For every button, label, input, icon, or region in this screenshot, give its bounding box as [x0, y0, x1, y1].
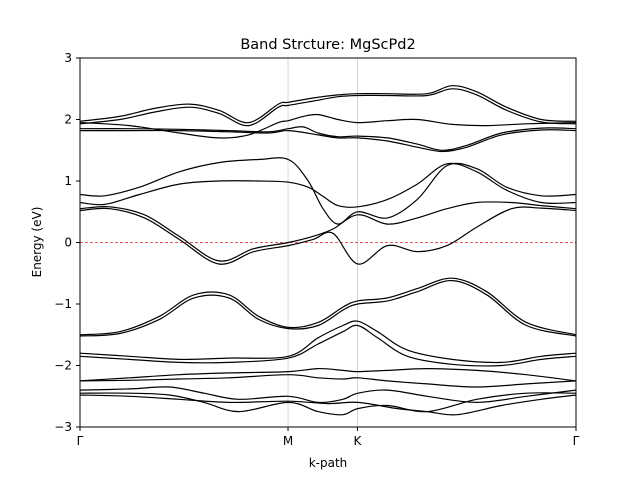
chart-title: Band Strcture: MgScPd2 [240, 37, 415, 53]
band-lines [80, 85, 576, 416]
y-tick-label-6: −3 [54, 420, 72, 434]
x-tick-label-0: Γ [77, 434, 84, 448]
x-tick-label-1: M [283, 434, 293, 448]
y-tick-label-4: −1 [54, 297, 72, 311]
band-line-0 [80, 85, 576, 124]
x-axis-label: k-path [309, 456, 348, 470]
band-line-12 [80, 324, 576, 367]
band-line-14 [80, 374, 576, 388]
x-tick-label-2: K [353, 434, 362, 448]
y-tick-label-1: 2 [64, 113, 72, 127]
y-axis-ticks: 3 2 1 0 −1 −2 −3 [54, 51, 80, 434]
y-tick-label-0: 3 [64, 51, 72, 65]
band-line-3 [80, 126, 576, 151]
y-tick-label-5: −2 [54, 359, 72, 373]
band-line-17 [80, 394, 576, 416]
band-line-5 [80, 157, 576, 225]
band-line-10 [80, 279, 576, 337]
band-line-16 [80, 392, 576, 416]
band-line-6 [80, 162, 576, 208]
band-line-1 [80, 88, 576, 127]
band-line-2 [80, 113, 576, 139]
band-line-11 [80, 320, 576, 364]
band-line-13 [80, 367, 576, 382]
y-axis-label: Energy (eV) [30, 207, 44, 278]
x-tick-label-3: Γ [573, 434, 580, 448]
band-line-9 [80, 277, 576, 336]
band-line-8 [80, 206, 576, 265]
band-line-4 [80, 129, 576, 153]
band-line-15 [80, 386, 576, 404]
y-tick-label-3: 0 [64, 236, 72, 250]
band-line-7 [80, 201, 576, 262]
y-tick-label-2: 1 [64, 174, 72, 188]
